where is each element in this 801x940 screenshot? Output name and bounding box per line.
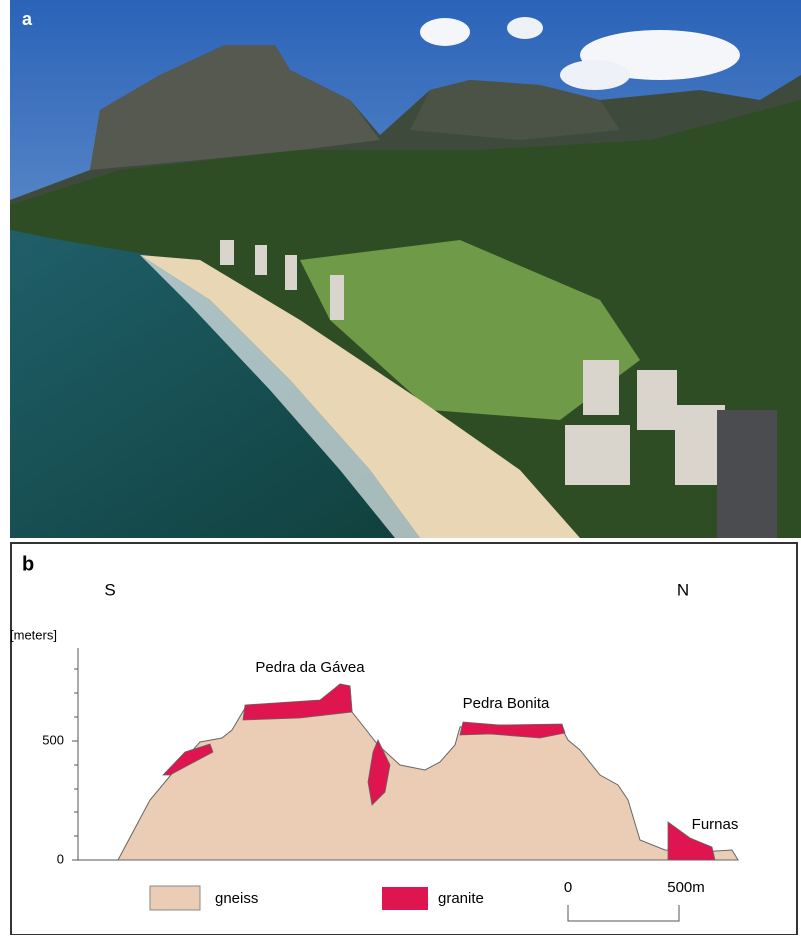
scale-label: 0 — [564, 879, 572, 896]
axis-unit: [meters] — [10, 627, 57, 642]
legend-swatch — [382, 887, 428, 910]
panel-label: a — [22, 9, 33, 29]
panel-label: b — [22, 553, 34, 575]
legend-swatch — [150, 886, 200, 910]
scale-label: 500m — [667, 879, 705, 896]
peak-label: Furnas — [692, 816, 739, 833]
direction: S — [104, 580, 115, 599]
panel-frame — [11, 543, 797, 935]
peak-label: Pedra da Gávea — [255, 659, 365, 676]
axis-tick-label: 500 — [42, 732, 64, 747]
direction: N — [677, 580, 689, 599]
peak-label: Pedra Bonita — [463, 695, 550, 712]
photo: a — [10, 0, 801, 538]
axis-tick-label: 0 — [57, 851, 64, 866]
legend-label: gneiss — [215, 890, 258, 907]
legend-label: granite — [438, 890, 484, 907]
figure: a b S N [meters] 500 0 Pedra da Gávea Pe… — [0, 0, 801, 935]
page: a b S N [meters] 500 0 Pedra da Gávea Pe… — [0, 0, 801, 940]
cross-section-panel: b S N [meters] 500 0 Pedra da Gávea Pedr… — [10, 543, 797, 935]
